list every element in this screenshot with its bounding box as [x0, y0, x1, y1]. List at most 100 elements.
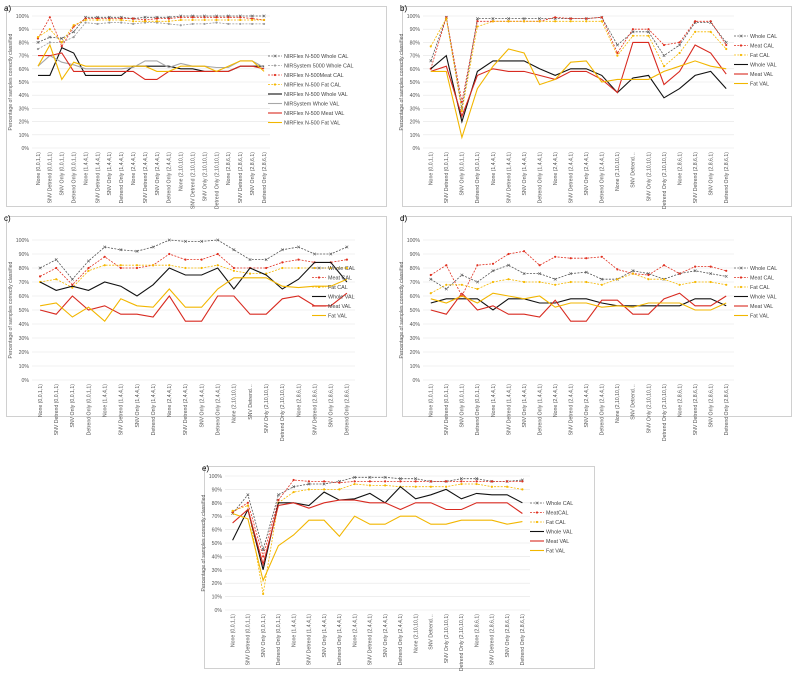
x-tick-label: SNV Detrend (0,0,1,1) — [444, 384, 450, 436]
y-tick-label: 70% — [212, 514, 223, 520]
series-line — [232, 499, 523, 567]
data-point — [709, 272, 713, 276]
y-tick-label: 60% — [19, 294, 30, 300]
x-tick-label: SNV Only (1,4,4,1) — [135, 384, 141, 428]
x-tick-label: Detrend Only (2,10,10,1) — [214, 152, 220, 209]
data-point — [353, 482, 356, 486]
data-point — [227, 22, 230, 26]
x-tick-label: None (1,4,4,1) — [102, 384, 108, 417]
y-tick-label: 90% — [212, 487, 223, 493]
y-tick-label: 40% — [410, 93, 421, 99]
x-tick-label: None (2,8,6,1) — [677, 152, 683, 185]
data-point — [647, 278, 650, 281]
y-axis-title: Percentage of samples correctly classifi… — [399, 261, 405, 358]
x-tick-label: Detrend Only (2,8,6,1) — [262, 152, 268, 204]
data-point — [647, 28, 650, 31]
data-point — [200, 266, 203, 270]
data-point — [678, 272, 681, 275]
legend-label: Fat VAL — [750, 314, 769, 320]
y-tick-label: 60% — [410, 67, 421, 73]
y-tick-label: 80% — [410, 266, 421, 272]
data-point — [476, 264, 479, 267]
x-tick-label: Detrend Only (1,4,4,1) — [337, 614, 343, 666]
x-tick-label: Detrend Only (2,8,6,1) — [520, 614, 526, 666]
data-point — [445, 17, 448, 20]
legend-label: NIRFlex N-500Meat CAL — [284, 73, 344, 79]
series-whole-val — [430, 298, 727, 311]
series-line — [40, 277, 348, 323]
x-tick-label: Detrend Only (2,8,6,1) — [345, 384, 351, 436]
data-point — [292, 478, 295, 482]
data-point — [460, 482, 463, 486]
data-point — [292, 490, 295, 494]
data-point — [631, 28, 635, 31]
x-tick-label: SNV Only (0,0,1,1) — [261, 614, 267, 658]
data-point — [647, 34, 650, 37]
x-tick-label: SNV Detrend (2,10,10,1) — [190, 152, 196, 209]
y-tick-label: 100% — [16, 14, 30, 20]
data-point — [155, 17, 159, 20]
x-tick-label: SNV Detrend (2,4,4,1) — [569, 384, 575, 436]
data-point — [709, 20, 712, 23]
data-point — [694, 265, 697, 268]
data-point — [553, 277, 557, 281]
panel-frame — [6, 6, 387, 207]
y-tick-label: 20% — [19, 120, 30, 126]
data-point — [191, 16, 194, 19]
chart-panel-a: a) 0% 10% 20% 30% 40% 50% 60% 70% 80% 90% 100% Perce… — [4, 4, 387, 209]
data-point — [215, 18, 218, 22]
legend-marker — [273, 54, 277, 58]
data-point — [297, 266, 300, 270]
x-tick-label: SNV Detrend (2,8,6,1) — [312, 384, 318, 436]
data-point — [281, 261, 284, 264]
data-point — [103, 255, 106, 258]
y-tick-label: 80% — [19, 40, 30, 46]
y-tick-label: 20% — [212, 581, 223, 587]
data-point — [368, 484, 371, 487]
x-tick-label: None (1,4,4,1) — [291, 614, 297, 647]
x-tick-label: SNV Only (2,10,10,1) — [646, 384, 652, 434]
data-point — [460, 109, 463, 113]
legend-label: NIRFlex N-500 Fat CAL — [284, 83, 341, 89]
data-point — [70, 277, 74, 281]
data-point — [36, 47, 40, 51]
x-tick-label: SNV Only (2,10,10,1) — [646, 152, 652, 202]
data-point — [322, 482, 326, 486]
y-tick-label: 70% — [410, 54, 421, 60]
legend-marker — [273, 83, 277, 86]
data-point — [569, 280, 572, 284]
panel-label: c) — [4, 214, 11, 223]
data-point — [585, 280, 588, 284]
x-tick-label: Detrend Only (0,0,1,1) — [86, 384, 92, 436]
data-point — [678, 51, 681, 55]
data-point — [84, 21, 87, 24]
data-point — [600, 255, 603, 258]
series-fat-val — [430, 48, 727, 140]
series-fat-cal — [429, 272, 728, 295]
data-point — [60, 41, 63, 44]
y-tick-label: 30% — [19, 106, 30, 112]
data-point — [554, 16, 557, 19]
data-point — [584, 270, 588, 274]
data-point — [262, 592, 265, 596]
panel-frame — [402, 6, 792, 207]
data-point — [87, 266, 90, 270]
x-tick-label: None (2,8,6,1) — [296, 384, 302, 417]
data-point — [307, 482, 311, 486]
data-point — [694, 280, 697, 284]
data-point — [239, 16, 242, 19]
data-point — [48, 16, 51, 19]
y-tick-label: 90% — [410, 252, 421, 258]
data-point — [167, 17, 170, 20]
y-tick-label: 80% — [19, 266, 30, 272]
data-point — [491, 20, 495, 23]
data-point — [200, 258, 203, 261]
series-line — [430, 292, 727, 322]
legend-label: NIRFlex N-500 Meat VAL — [284, 111, 344, 117]
panel-label: e) — [202, 464, 209, 473]
data-point — [313, 266, 316, 270]
data-point — [191, 18, 194, 22]
data-point — [507, 252, 510, 256]
y-tick-label: 30% — [19, 336, 30, 342]
series-line — [39, 239, 348, 280]
